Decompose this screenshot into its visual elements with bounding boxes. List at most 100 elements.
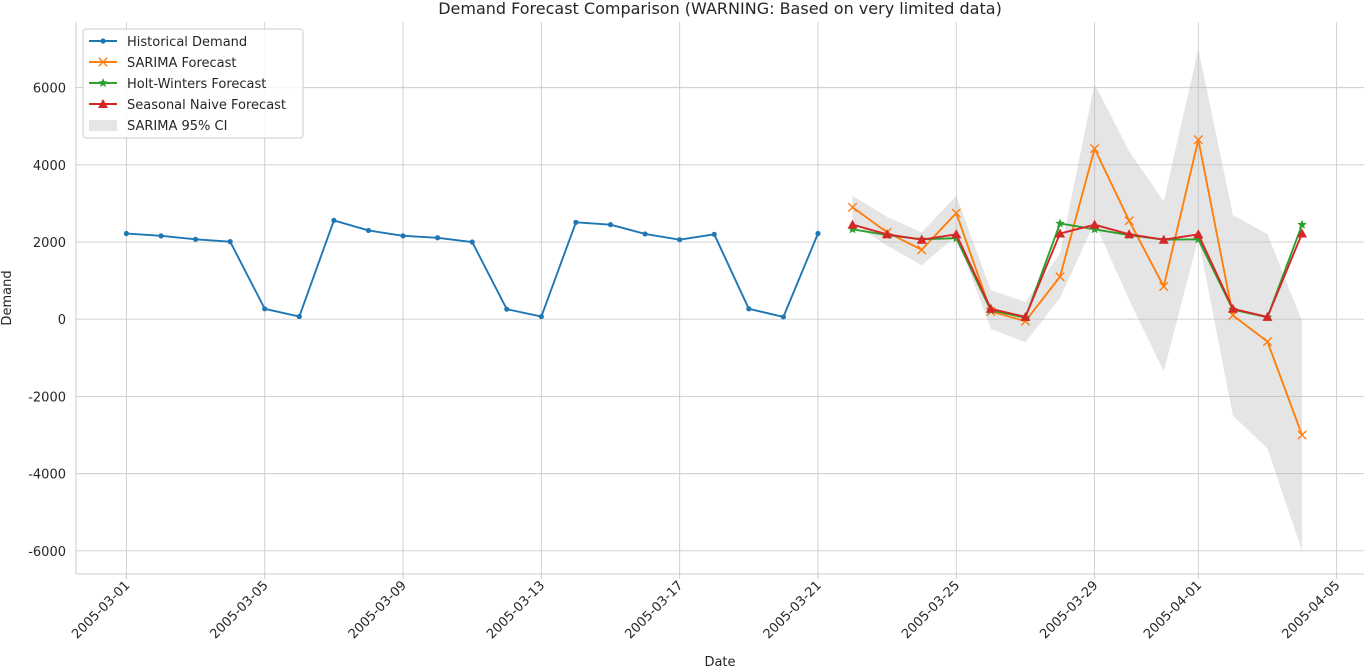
y-tick-label: -6000: [28, 545, 66, 560]
x-stroke: [1193, 135, 1204, 145]
y-tick-label: -4000: [28, 468, 66, 483]
y-axis-label: Demand: [0, 270, 15, 325]
data-point: [780, 314, 786, 320]
data-point: [1089, 219, 1100, 229]
series-sarima-forecast: [847, 135, 1307, 440]
data-point: [917, 245, 927, 255]
legend-entry: Historical Demand: [89, 35, 247, 50]
y-tick-label: 2000: [33, 236, 66, 251]
x-tick-label: 2005-03-09: [346, 578, 410, 642]
x-tick-label: 2005-03-17: [622, 578, 686, 642]
x-stroke: [847, 202, 858, 212]
x-stroke: [917, 245, 927, 255]
data-point: [916, 234, 927, 244]
x-tick-label: 2005-04-05: [1279, 578, 1343, 642]
data-point: [504, 306, 510, 312]
legend-label: SARIMA 95% CI: [127, 119, 227, 134]
x-tick-label: 2005-03-25: [899, 578, 963, 642]
series-layer: [123, 135, 1308, 440]
data-point: [1089, 224, 1100, 234]
data-point: [985, 303, 996, 313]
y-tick-label: 6000: [33, 82, 66, 97]
data-point: [1297, 430, 1307, 440]
legend-marker: [98, 99, 108, 108]
data-point: [1262, 336, 1273, 347]
data-point: [227, 239, 233, 245]
data-point: [469, 239, 475, 245]
data-point: [1193, 234, 1204, 244]
data-point: [1227, 303, 1238, 313]
data-point: [847, 219, 858, 229]
x-stroke: [1262, 336, 1273, 347]
data-point: [1158, 234, 1169, 244]
legend-marker: [100, 38, 106, 44]
legend-swatch: [89, 120, 117, 131]
legend-marker: [98, 78, 108, 88]
data-point: [847, 224, 858, 234]
x-stroke: [1297, 430, 1307, 440]
y-tick-label: 4000: [33, 159, 66, 174]
chart-title: Demand Forecast Comparison (WARNING: Bas…: [438, 0, 1002, 18]
data-point: [847, 202, 858, 212]
x-tick-label: 2005-03-05: [208, 578, 272, 642]
x-tick-label: 2005-03-21: [761, 578, 825, 642]
series-seasonal-naive-forecast: [847, 219, 1308, 321]
legend: Historical Demand SARIMA Forecast Holt-Win…: [82, 28, 304, 139]
legend-entry: Holt-Winters Forecast: [89, 77, 266, 92]
x-tick-label: 2005-03-13: [484, 578, 548, 642]
x-stroke: [98, 57, 108, 67]
data-point: [435, 235, 441, 241]
data-point: [1297, 228, 1308, 238]
y-tick-label: 0: [58, 313, 66, 328]
data-point: [677, 237, 683, 243]
legend-entry: SARIMA Forecast: [89, 56, 237, 71]
x-tick-label: 2005-03-01: [69, 578, 133, 642]
data-point: [607, 222, 614, 228]
y-tick-label: -2000: [28, 390, 66, 405]
data-point: [1193, 135, 1204, 145]
data-point: [1193, 229, 1204, 239]
data-point: [815, 230, 821, 237]
x-tick-label: 2005-03-29: [1037, 578, 1101, 642]
x-stroke: [1159, 281, 1169, 292]
series-line: [852, 223, 1303, 318]
sarima-ci-band: [852, 49, 1303, 551]
data-point: [951, 229, 962, 239]
data-point: [262, 306, 268, 312]
data-point: [1124, 229, 1135, 239]
series-line: [851, 138, 1303, 436]
data-point: [711, 231, 717, 237]
data-point: [1055, 218, 1065, 228]
data-point: [951, 208, 961, 218]
x-stroke: [1055, 272, 1065, 282]
data-point: [1055, 272, 1065, 282]
grid: [76, 22, 1364, 574]
data-point: [365, 227, 372, 234]
data-point: [1262, 311, 1273, 321]
series-historical-demand: [123, 217, 821, 320]
x-tick-label: 2005-04-01: [1141, 578, 1205, 642]
x-stroke: [1089, 143, 1100, 154]
legend-entry: SARIMA 95% CI: [89, 119, 227, 134]
legend-entry: Seasonal Naive Forecast: [89, 98, 286, 113]
data-point: [123, 230, 130, 237]
data-point: [538, 313, 544, 320]
data-point: [573, 219, 579, 225]
data-point: [158, 233, 164, 239]
data-point: [1124, 216, 1134, 226]
x-stroke: [951, 208, 961, 218]
legend-label: SARIMA Forecast: [127, 56, 237, 71]
data-point: [1020, 311, 1031, 321]
data-point: [642, 231, 648, 237]
legend-label: Seasonal Naive Forecast: [127, 98, 286, 113]
legend-label: Historical Demand: [127, 35, 247, 50]
data-point: [296, 313, 302, 320]
legend-box: [82, 28, 304, 139]
data-point: [882, 229, 893, 239]
x-axis-label: Date: [704, 655, 735, 670]
data-point: [1159, 281, 1169, 292]
data-point: [400, 233, 406, 239]
data-point: [1089, 143, 1100, 154]
